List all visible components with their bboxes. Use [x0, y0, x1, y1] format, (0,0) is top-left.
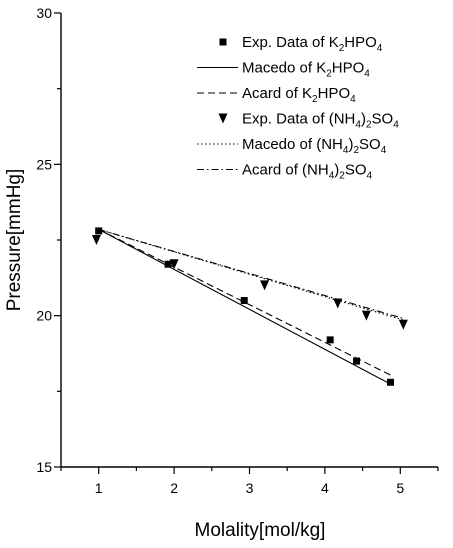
data-point-3	[260, 280, 270, 291]
data-point-0	[95, 227, 103, 235]
y-tick-label: 25	[36, 156, 52, 172]
y-tick-label: 30	[36, 5, 52, 21]
legend-label: Macedo of (NH4)2SO4	[242, 136, 387, 156]
x-tick-label: 3	[246, 480, 254, 496]
data-point-3	[398, 319, 408, 330]
series-line-5	[98, 228, 405, 320]
data-point-3	[361, 310, 371, 321]
legend-marker-swatch	[218, 113, 228, 124]
legend-label: Macedo of K2HPO4	[242, 60, 370, 80]
legend: Exp. Data of K2HPO4 Macedo of K2HPO4 Acard…	[197, 34, 399, 182]
data-point-0	[240, 297, 248, 305]
x-tick-label: 1	[95, 480, 103, 496]
legend-label: Acard of (NH4)2SO4	[242, 162, 373, 182]
y-tick-label: 20	[36, 308, 52, 324]
legend-label: Acard of K2HPO4	[242, 85, 356, 105]
x-tick-label: 4	[321, 480, 329, 496]
legend-label: Exp. Data of K2HPO4	[242, 34, 383, 54]
data-point-3	[91, 235, 101, 245]
x-tick-label: 2	[170, 480, 178, 496]
data-point-3	[169, 259, 179, 270]
plot-marks	[91, 227, 408, 386]
data-point-0	[326, 336, 334, 344]
legend-label: Exp. Data of (NH4)2SO4	[242, 111, 399, 131]
data-point-0	[386, 378, 394, 386]
plot-axes: 15 20 25 30 1 2 3 4 5	[36, 5, 439, 496]
legend-marker-swatch	[219, 38, 227, 46]
x-tick-label: 5	[396, 480, 404, 496]
series-line-1	[98, 228, 394, 386]
data-point-0	[353, 357, 361, 365]
series-line-4	[98, 228, 405, 321]
y-axis-title: Pressure[mmHg]	[4, 169, 25, 312]
x-axis-title: Molality[mol/kg]	[195, 520, 326, 541]
data-point-3	[333, 298, 343, 309]
y-tick-label: 15	[36, 459, 52, 475]
